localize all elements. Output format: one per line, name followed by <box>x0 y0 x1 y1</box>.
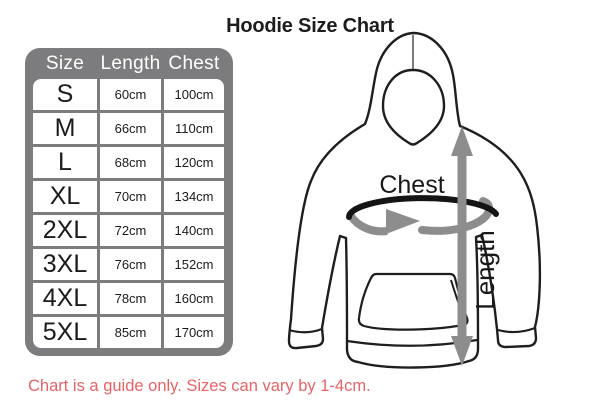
hood-opening <box>381 68 446 146</box>
size-cell: S <box>33 79 97 110</box>
length-cell: 68cm <box>100 147 161 178</box>
column-header-length: Length <box>100 52 161 74</box>
length-cell: 78cm <box>100 283 161 314</box>
size-cell: 2XL <box>33 215 97 246</box>
column-header-size: Size <box>45 52 85 74</box>
chest-cell: 110cm <box>164 113 224 144</box>
table-header-row: Size Length Chest <box>33 48 225 79</box>
chest-cell: 134cm <box>164 181 224 212</box>
column-header-chest: Chest <box>168 52 220 74</box>
chest-cell: 100cm <box>164 79 224 110</box>
length-cell: 72cm <box>100 215 161 246</box>
size-cell: M <box>33 113 97 144</box>
length-cell: 76cm <box>100 249 161 280</box>
chest-cell: 170cm <box>164 317 224 348</box>
chest-label: Chest <box>379 171 444 199</box>
size-cell: 5XL <box>33 317 97 348</box>
chest-cell: 160cm <box>164 283 224 314</box>
chest-cell: 140cm <box>164 215 224 246</box>
chest-band <box>346 195 499 220</box>
size-cell: L <box>33 147 97 178</box>
size-cell: XL <box>33 181 97 212</box>
chest-ribbon-arrowhead <box>386 209 420 234</box>
size-cell: 4XL <box>33 283 97 314</box>
size-table-body: S 60cm 100cm M 66cm 110cm L 68cm 120cm X… <box>33 79 225 348</box>
hoodie-diagram: Chest Length <box>287 31 542 369</box>
size-cell: 3XL <box>33 249 97 280</box>
length-cell: 60cm <box>100 79 161 110</box>
length-cell: 70cm <box>100 181 161 212</box>
chest-cell: 120cm <box>164 147 224 178</box>
length-arrow-bottom <box>451 336 473 366</box>
right-cuff-seam <box>497 326 536 334</box>
length-cell: 66cm <box>100 113 161 144</box>
length-arrow-top <box>451 126 473 156</box>
length-label: Length <box>470 230 500 310</box>
pocket <box>357 272 469 331</box>
length-cell: 85cm <box>100 317 161 348</box>
chest-ribbon-left <box>347 213 388 236</box>
chest-cell: 152cm <box>164 249 224 280</box>
left-cuff-seam <box>288 327 323 334</box>
size-chart-table: Size Length Chest S 60cm 100cm M 66cm 11… <box>25 48 233 356</box>
disclaimer-note: Chart is a guide only. Sizes can vary by… <box>28 377 371 395</box>
page-title: Hoodie Size Chart <box>226 15 394 37</box>
